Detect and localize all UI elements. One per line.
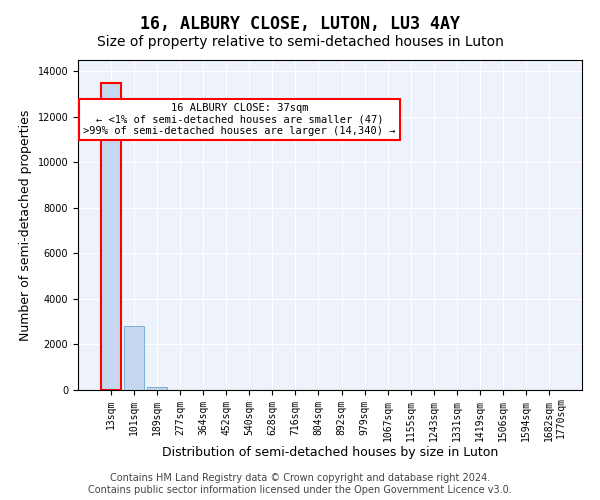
Bar bbox=[101, 83, 121, 390]
Text: 16, ALBURY CLOSE, LUTON, LU3 4AY: 16, ALBURY CLOSE, LUTON, LU3 4AY bbox=[140, 15, 460, 33]
Text: 1770sqm: 1770sqm bbox=[556, 396, 566, 438]
Bar bbox=[124, 326, 143, 390]
Text: Contains HM Land Registry data © Crown copyright and database right 2024.
Contai: Contains HM Land Registry data © Crown c… bbox=[88, 474, 512, 495]
Text: 16 ALBURY CLOSE: 37sqm
← <1% of semi-detached houses are smaller (47)
>99% of se: 16 ALBURY CLOSE: 37sqm ← <1% of semi-det… bbox=[83, 103, 395, 136]
Y-axis label: Number of semi-detached properties: Number of semi-detached properties bbox=[19, 110, 32, 340]
Bar bbox=[147, 386, 167, 390]
X-axis label: Distribution of semi-detached houses by size in Luton: Distribution of semi-detached houses by … bbox=[162, 446, 498, 460]
Text: Size of property relative to semi-detached houses in Luton: Size of property relative to semi-detach… bbox=[97, 35, 503, 49]
